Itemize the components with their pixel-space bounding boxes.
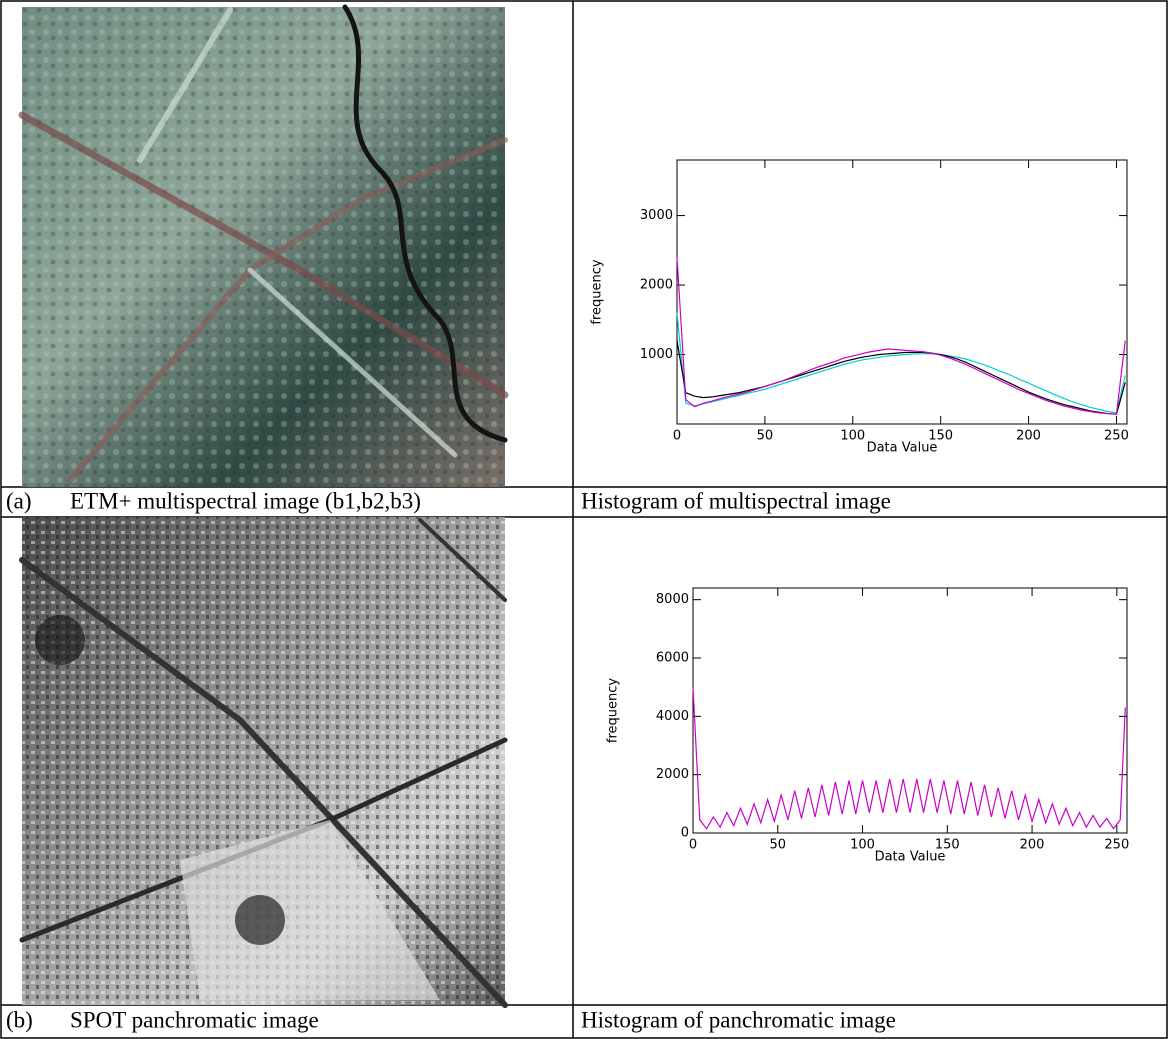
- y-tick-label: 0: [681, 826, 689, 841]
- image-caption: ETM+ multispectral image (b1,b2,b3): [70, 488, 421, 513]
- y-axis-label: frequency: [606, 678, 621, 744]
- y-tick-label: 8000: [656, 592, 689, 607]
- x-tick-label: 0: [673, 429, 681, 444]
- x-tick-label: 250: [1104, 429, 1129, 444]
- histogram-caption: Histogram of panchromatic image: [581, 1007, 896, 1032]
- plot-frame: [676, 159, 1128, 425]
- series-line: [676, 257, 1126, 415]
- histogram-chart: 0 50 100 150 200 250 1000 2000 3000 Data Value fre…: [590, 159, 1129, 456]
- multispectral-image: [18, 4, 509, 487]
- image-caption: SPOT panchromatic image: [70, 1007, 319, 1032]
- series-line: [676, 340, 1126, 415]
- y-tick-label: 1000: [640, 347, 673, 362]
- x-tick-label: 150: [935, 838, 960, 853]
- x-tick-label: 50: [757, 429, 774, 444]
- x-tick-label: 200: [1016, 429, 1041, 444]
- panchromatic-image: [19, 517, 508, 1008]
- x-tick-label: 100: [850, 838, 875, 853]
- y-axis-label: frequency: [590, 259, 605, 325]
- series-line: [692, 687, 1126, 830]
- x-tick-label: 200: [1020, 838, 1045, 853]
- x-tick-label: 0: [689, 838, 697, 853]
- y-tick-label: 2000: [640, 278, 673, 293]
- histogram-caption: Histogram of multispectral image: [581, 488, 891, 513]
- x-axis-label: Data Value: [867, 441, 938, 456]
- histogram-chart: 0 50 100 150 200 250 0 2000 4000 6000 8000 Data Val…: [606, 587, 1129, 865]
- x-axis-label: Data Value: [875, 850, 946, 865]
- x-tick-label: 150: [928, 429, 953, 444]
- x-tick-label: 100: [840, 429, 865, 444]
- plot-frame: [692, 587, 1128, 834]
- y-tick-label: 4000: [656, 709, 689, 724]
- caption-label: (a): [6, 488, 32, 513]
- x-tick-label: 250: [1104, 838, 1129, 853]
- x-tick-label: 50: [769, 838, 786, 853]
- y-tick-label: 3000: [640, 208, 673, 223]
- caption-label: (b): [6, 1007, 33, 1032]
- series-line: [676, 312, 1126, 414]
- y-tick-label: 2000: [656, 767, 689, 782]
- y-tick-label: 6000: [656, 651, 689, 666]
